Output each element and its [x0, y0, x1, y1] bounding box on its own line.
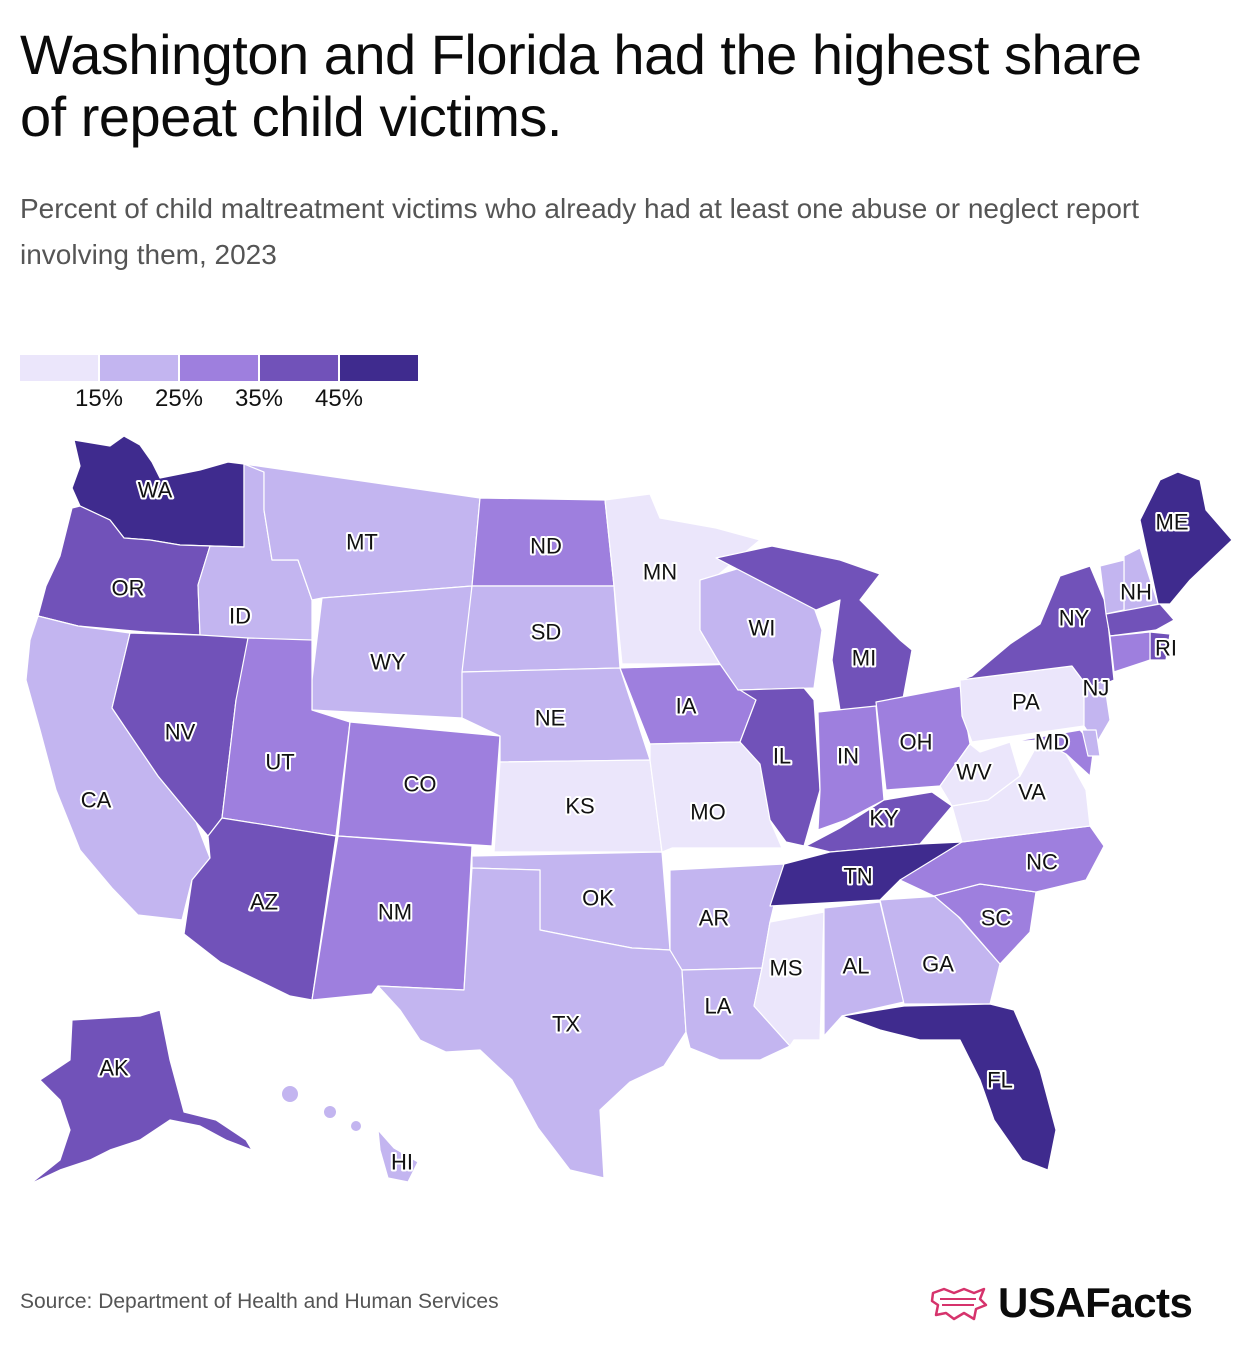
chart-title: Washington and Florida had the highest s… — [20, 23, 1142, 148]
state-label-ne: NE — [535, 706, 566, 731]
state-label-wi: WI — [749, 616, 776, 641]
legend-bin-2 — [100, 355, 178, 381]
state-label-mt: MT — [346, 530, 378, 555]
state-label-ga: GA — [922, 952, 954, 977]
state-label-mn: MN — [643, 560, 677, 585]
state-label-or: OR — [112, 576, 145, 601]
legend-bin-3 — [180, 355, 258, 381]
state-label-ks: KS — [565, 794, 594, 819]
hawaii-island-3 — [351, 1121, 361, 1131]
state-label-nv: NV — [165, 720, 196, 745]
state-hi — [377, 1129, 419, 1183]
brand-logo: USAFacts — [930, 1278, 1193, 1328]
state-label-ak: AK — [99, 1056, 129, 1081]
state-label-nc: NC — [1026, 850, 1058, 875]
state-ma — [1105, 603, 1175, 637]
legend-tick-15: 15% — [74, 385, 124, 412]
state-label-ok: OK — [582, 886, 614, 911]
state-label-mo: MO — [690, 800, 725, 825]
state-label-co: CO — [404, 772, 437, 797]
state-label-az: AZ — [250, 890, 278, 915]
state-il — [739, 687, 821, 847]
state-me — [1139, 471, 1233, 605]
hawaii-island-1 — [282, 1086, 298, 1102]
state-label-fl: FL — [987, 1068, 1013, 1093]
state-wy — [311, 585, 473, 719]
brand-wordmark: USAFacts — [998, 1279, 1193, 1326]
state-label-wy: WY — [370, 650, 406, 675]
state-label-wa: WA — [138, 478, 173, 503]
source-note: Source: Department of Health and Human S… — [20, 1290, 499, 1313]
state-label-tn: TN — [843, 864, 872, 889]
state-label-wv: WV — [956, 760, 992, 785]
legend-bin-5 — [340, 355, 418, 381]
legend-bin-4 — [260, 355, 338, 381]
state-az — [183, 817, 337, 1001]
state-label-il: IL — [773, 744, 791, 769]
state-label-sd: SD — [531, 620, 562, 645]
state-label-hi: HI — [391, 1150, 413, 1175]
hawaii-island-2 — [324, 1106, 336, 1118]
state-label-id: ID — [229, 604, 251, 629]
state-label-tx: TX — [552, 1012, 580, 1037]
state-ct — [1109, 631, 1151, 673]
state-label-ky: KY — [869, 806, 899, 831]
state-fl — [841, 1003, 1057, 1171]
state-label-me: ME — [1156, 510, 1189, 535]
state-wv — [939, 741, 1021, 807]
state-label-pa: PA — [1012, 690, 1040, 715]
state-vt — [1099, 559, 1125, 615]
legend-tick-25: 25% — [154, 385, 204, 412]
state-label-mi: MI — [852, 646, 876, 671]
state-label-va: VA — [1018, 780, 1046, 805]
state-label-ia: IA — [676, 694, 697, 719]
state-co — [337, 721, 501, 847]
state-label-al: AL — [843, 954, 870, 979]
color-legend: 15% 25% 35% 45% — [20, 355, 420, 415]
state-de — [1081, 729, 1101, 757]
state-label-ar: AR — [699, 906, 730, 931]
state-label-oh: OH — [900, 730, 933, 755]
state-ms — [753, 911, 825, 1047]
state-label-in: IN — [837, 744, 859, 769]
usafacts-logo-icon — [930, 1287, 988, 1321]
state-tx — [377, 867, 687, 1179]
state-ga — [879, 895, 1001, 1005]
chart-subtitle: Percent of child maltreatment victims wh… — [20, 193, 1140, 270]
state-label-ny: NY — [1059, 606, 1090, 631]
state-nj — [1083, 679, 1111, 745]
state-label-ca: CA — [81, 788, 112, 813]
state-label-sc: SC — [981, 906, 1012, 931]
state-label-nh: NH — [1120, 580, 1152, 605]
state-label-ri: RI — [1155, 636, 1177, 661]
state-label-md: MD — [1035, 730, 1069, 755]
state-al — [823, 901, 905, 1037]
state-label-nj: NJ — [1083, 676, 1110, 701]
state-ut — [221, 637, 351, 837]
state-md — [1009, 729, 1095, 777]
legend-tick-35: 35% — [234, 385, 284, 412]
state-ak — [29, 1009, 253, 1185]
state-label-nd: ND — [530, 534, 562, 559]
legend-bin-1 — [20, 355, 98, 381]
state-mi — [715, 545, 913, 711]
state-label-nm: NM — [378, 900, 412, 925]
state-label-ut: UT — [265, 750, 294, 775]
state-label-la: LA — [705, 994, 732, 1019]
state-label-ms: MS — [770, 956, 803, 981]
legend-tick-45: 45% — [314, 385, 364, 412]
